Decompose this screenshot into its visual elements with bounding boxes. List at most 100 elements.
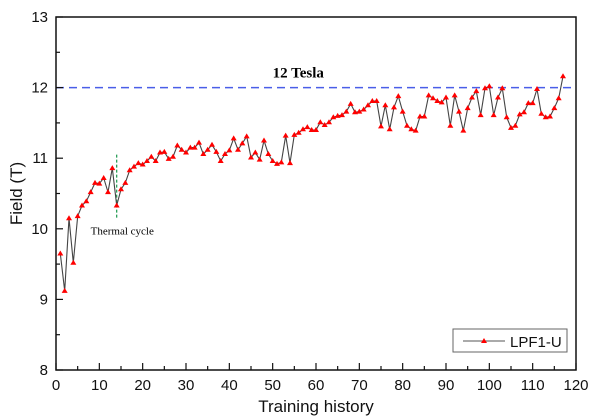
legend-box [452,328,568,353]
data-point [529,100,536,106]
data-point [352,109,358,115]
x-tick-label: 10 [91,377,108,394]
y-tick-label: 12 [31,80,48,97]
data-point [74,213,81,219]
x-tick-label: 90 [438,377,455,394]
data-point [144,158,150,164]
data-point [178,146,185,152]
x-tick-label: 60 [308,377,325,394]
x-tick-label: 100 [477,377,502,394]
data-point [330,114,337,120]
data-point [217,158,224,164]
data-point [334,112,341,118]
data-point [386,126,393,132]
data-point [460,127,467,133]
data-point [456,108,462,114]
data-point [551,105,558,111]
data-point [174,142,181,148]
data-point [547,113,553,119]
data-point [365,102,371,108]
data-point [304,124,311,130]
x-tick-label: 50 [264,377,281,394]
data-point [252,149,259,155]
data-point [83,198,90,204]
data-point [113,202,120,208]
data-point [447,122,454,128]
x-axis-label: Training history [258,397,374,416]
data-point [473,88,480,94]
data-point [139,161,146,167]
data-point [560,73,566,79]
x-tick-label: 70 [351,377,368,394]
data-point [79,202,85,208]
data-point [373,98,380,104]
data-point [516,111,523,117]
data-point [70,259,77,265]
data-point [356,108,363,114]
data-point [464,105,471,111]
data-point [105,189,111,195]
data-point [434,98,441,104]
data-point [425,92,432,98]
data-point [542,114,549,120]
data-point [87,189,94,195]
data-point [239,140,246,146]
legend: LPF1-U [452,328,568,353]
data-point [274,160,280,166]
data-point [417,113,423,119]
data-point [503,114,510,120]
data-point [165,155,172,161]
annotation-thermal-cycle: Thermal cycle [91,225,154,237]
data-point [378,123,384,129]
plot-area: 0 10 20 30 40 50 60 70 80 90 100 110 120 8 9 10 11 12 13 [31,9,588,394]
data-point [538,110,545,116]
x-tick-label: 110 [521,377,545,394]
data-point [391,104,397,110]
data-point [291,131,298,137]
series-line-lpf1-u [59,76,564,291]
data-point [131,163,137,169]
data-point [187,144,194,150]
data-point [326,119,332,125]
data-point [191,144,198,150]
data-point [256,156,263,162]
data-point [308,126,315,132]
data-point [235,146,241,152]
data-point [248,154,254,160]
data-point [421,113,428,119]
data-point [360,106,367,112]
data-point [282,132,289,138]
x-tick-label: 0 [52,377,60,394]
data-point [347,100,354,106]
y-axis-label: Field (T) [7,162,26,225]
y-tick-label: 11 [32,150,48,167]
x-tick-label: 30 [178,377,195,394]
data-point [261,137,267,143]
data-point [477,112,484,118]
data-point [534,86,540,92]
data-point [412,127,419,133]
data-point [265,150,272,156]
data-point [183,149,189,155]
data-point [486,83,493,89]
data-point [222,150,228,156]
data-point [122,179,129,185]
data-point [200,150,207,156]
legend-marker [481,338,487,343]
data-point [148,153,155,159]
data-point [451,92,458,98]
data-point [404,122,410,128]
data-point [508,124,514,130]
data-point [295,129,302,135]
y-tick-label: 10 [31,221,48,238]
data-point [399,108,406,114]
data-point [443,94,449,100]
data-point [196,139,202,145]
data-point [170,153,176,159]
data-point [135,160,142,166]
data-point [118,186,124,192]
data-point [66,215,72,221]
data-point [521,109,527,115]
data-point [382,102,389,108]
